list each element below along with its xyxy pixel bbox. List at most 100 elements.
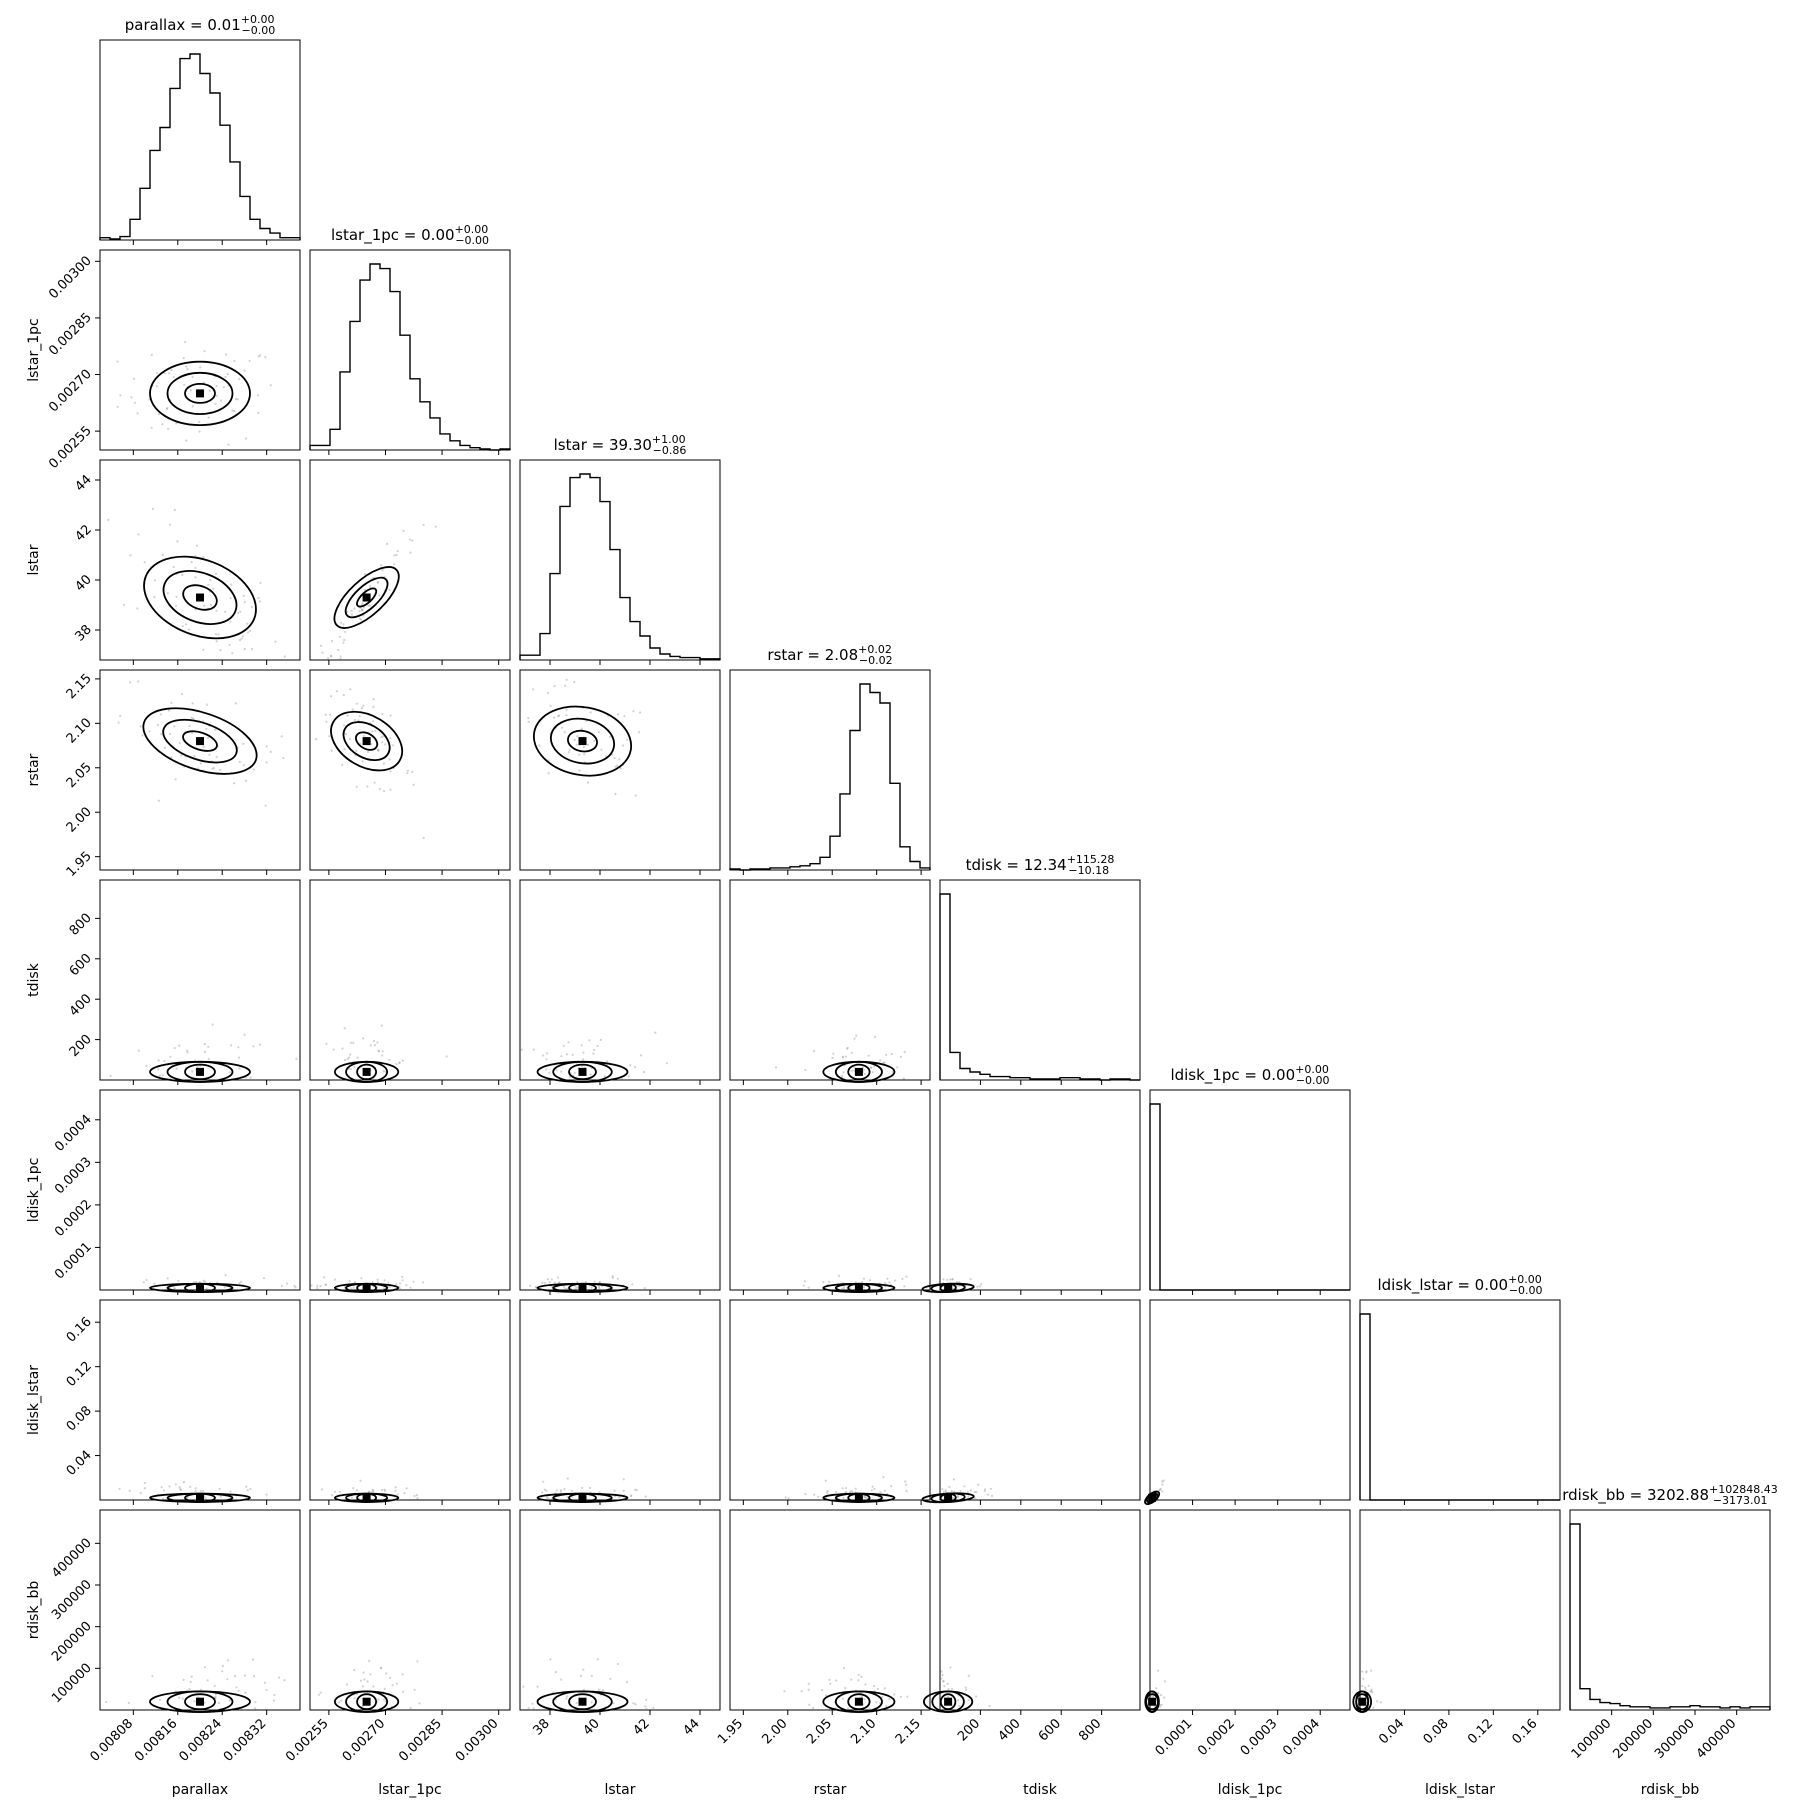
sample-point xyxy=(352,1487,355,1490)
sample-point xyxy=(562,1044,565,1047)
panel-ldisk_1pc-vs-rstar xyxy=(729,1089,931,1295)
sample-point xyxy=(368,1659,371,1663)
sample-point xyxy=(183,383,186,386)
sample-point xyxy=(850,1051,854,1054)
sample-point xyxy=(644,1495,647,1498)
sample-point xyxy=(558,1281,561,1284)
density-peak xyxy=(578,1493,587,1502)
sample-point xyxy=(145,1064,148,1068)
sample-point xyxy=(383,1489,387,1492)
sample-point xyxy=(565,708,568,711)
sample-point xyxy=(252,768,255,771)
sample-point xyxy=(202,648,205,652)
sample-point xyxy=(372,1490,375,1493)
density-peak xyxy=(362,1493,371,1502)
sample-point xyxy=(184,340,187,344)
panel-ldisk_1pc-vs-ldisk_1pc: ldisk_1pc = 0.00+0.00 −0.00 xyxy=(1149,1063,1351,1295)
sample-point xyxy=(269,384,272,387)
sample-point xyxy=(343,638,346,642)
sample-point xyxy=(315,738,318,741)
sample-point xyxy=(339,657,342,660)
sample-point xyxy=(1162,1479,1165,1482)
sample-point xyxy=(409,551,412,554)
sample-point xyxy=(127,1701,130,1704)
sample-point xyxy=(353,718,357,722)
sample-point xyxy=(189,1485,192,1488)
sample-point xyxy=(869,1066,872,1070)
sample-point xyxy=(868,1279,872,1282)
sample-point xyxy=(376,1041,379,1044)
sample-point xyxy=(388,758,391,761)
sample-point xyxy=(401,1275,404,1278)
sample-point xyxy=(137,680,140,683)
sample-point xyxy=(394,1486,397,1489)
sample-point xyxy=(187,628,191,631)
sample-point xyxy=(388,1058,391,1061)
sample-point xyxy=(350,609,353,613)
x-axis-label-tdisk: tdisk xyxy=(1023,1782,1058,1798)
sample-point xyxy=(380,1024,383,1027)
sample-point xyxy=(240,637,243,640)
sample-point xyxy=(570,1489,574,1492)
sample-point xyxy=(536,1685,539,1688)
histogram-rdisk_bb xyxy=(1569,1523,1771,1710)
sample-point xyxy=(635,1489,638,1492)
sample-point xyxy=(136,607,139,610)
sample-point xyxy=(194,1487,197,1490)
sample-point xyxy=(362,704,365,707)
sample-point xyxy=(244,437,247,440)
sample-point xyxy=(632,710,635,713)
sample-point xyxy=(188,1688,191,1691)
sample-point xyxy=(957,1699,960,1702)
sample-point xyxy=(965,1688,968,1691)
sample-point xyxy=(341,1047,344,1050)
x-axis-label-ldisk_1pc: ldisk_1pc xyxy=(1218,1782,1283,1798)
sample-point xyxy=(226,373,229,376)
sample-point xyxy=(204,1497,207,1500)
sample-point xyxy=(194,566,197,570)
sample-point xyxy=(181,625,184,628)
sample-point xyxy=(174,778,177,781)
sample-point xyxy=(203,1701,206,1704)
sample-point xyxy=(206,736,209,740)
sample-point xyxy=(621,744,625,747)
sample-point xyxy=(841,1056,845,1059)
contour-level-2 xyxy=(834,1060,883,1083)
sample-point xyxy=(293,1284,296,1287)
sample-point xyxy=(178,742,181,745)
sample-point xyxy=(575,1702,578,1705)
sample-point xyxy=(822,1280,825,1284)
sample-point xyxy=(229,1490,232,1493)
sample-point xyxy=(117,721,120,724)
sample-point xyxy=(238,760,241,764)
sample-point xyxy=(405,1487,408,1490)
sample-point xyxy=(1362,1677,1365,1680)
sample-point xyxy=(238,377,241,380)
sample-point xyxy=(163,1060,166,1063)
sample-point xyxy=(959,1489,962,1492)
sample-point xyxy=(349,688,352,691)
sample-point xyxy=(1376,1700,1379,1703)
density-peak xyxy=(196,1697,204,1706)
sample-point xyxy=(145,1278,148,1282)
sample-point xyxy=(229,597,232,600)
sample-point xyxy=(882,1476,885,1479)
sample-point xyxy=(645,1707,648,1711)
sample-point xyxy=(1158,1489,1161,1492)
sample-point xyxy=(191,702,194,705)
sample-point xyxy=(277,1676,281,1679)
sample-point xyxy=(952,1496,955,1500)
sample-point xyxy=(534,1286,538,1289)
sample-point xyxy=(857,1679,860,1682)
sample-point xyxy=(321,1488,324,1491)
density-peak xyxy=(196,389,204,398)
sample-point xyxy=(214,1695,217,1698)
sample-point xyxy=(541,1054,545,1057)
sample-point xyxy=(169,523,172,526)
sample-point xyxy=(418,1702,421,1705)
sample-point xyxy=(349,1041,352,1044)
sample-point xyxy=(559,1489,563,1492)
sample-point xyxy=(863,1698,866,1701)
sample-point xyxy=(548,1071,551,1074)
